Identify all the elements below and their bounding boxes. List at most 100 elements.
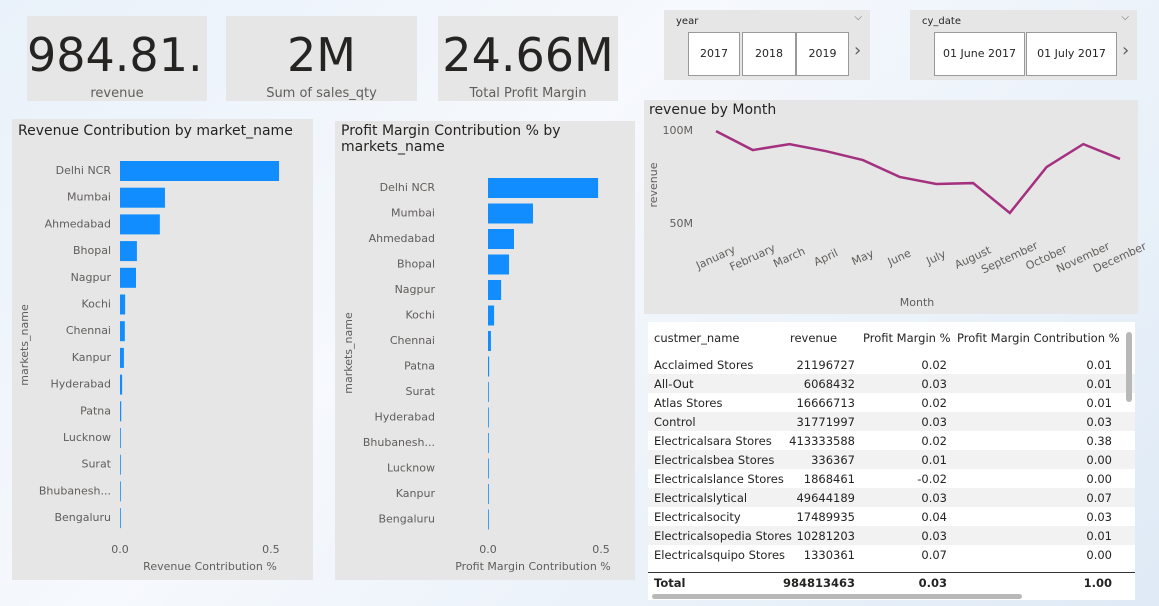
y-tick-label: Chennai: [66, 324, 111, 337]
y-tick-label: 100M: [663, 124, 694, 137]
total-cell: 0.03: [918, 576, 947, 590]
total-cell: 984813463: [782, 576, 855, 590]
x-axis-label: Revenue Contribution %: [143, 560, 277, 573]
bar: [120, 321, 125, 342]
bar: [488, 433, 489, 453]
table-cell: Electricalsopedia Stores: [654, 529, 792, 543]
x-tick-label: March: [771, 245, 807, 271]
total-row-bg: [648, 572, 1135, 592]
y-tick-label: Bhopal: [73, 244, 111, 257]
scrollbar[interactable]: [1126, 332, 1132, 402]
chart-title: revenue by Month: [649, 102, 777, 118]
x-tick-label: 0.0: [479, 543, 497, 556]
table-cell: Acclaimed Stores: [654, 358, 754, 372]
x-tick-label: 0.0: [111, 543, 129, 556]
slicer-option[interactable]: 2017: [688, 32, 740, 76]
bar: [120, 241, 137, 262]
table-cell: 0.03: [921, 377, 947, 391]
next-arrow[interactable]: ›: [1122, 40, 1130, 61]
y-tick-label: Nagpur: [71, 271, 112, 284]
table-cell: 0.01: [1086, 529, 1112, 543]
bar: [488, 305, 495, 326]
x-axis-label: Profit Margin Contribution %: [455, 560, 611, 573]
y-tick-label: Hyderabad: [375, 411, 436, 424]
table-cell: 16666713: [796, 396, 855, 410]
y-tick-label: Delhi NCR: [56, 164, 112, 177]
y-axis-label: markets_name: [342, 312, 355, 394]
table-cell: 0.04: [921, 510, 947, 524]
table-cell: 0.02: [921, 358, 947, 372]
column-header: revenue: [790, 331, 838, 345]
x-tick-label: July: [924, 247, 949, 268]
y-axis-label: markets_name: [18, 304, 31, 386]
table-cell: 1330361: [803, 548, 855, 562]
bar: [120, 401, 122, 422]
y-tick-label: Ahmedabad: [45, 217, 111, 230]
table-cell: 17489935: [796, 510, 855, 524]
x-tick-label: 0.5: [592, 543, 610, 556]
bar: [488, 407, 489, 428]
table-cell: 413333588: [789, 434, 855, 448]
y-tick-label: Kochi: [406, 309, 435, 322]
table-cell: 0.02: [921, 396, 947, 410]
slicer: cy_date ⌵ 01 June 2017 01 July 2017 ›: [910, 10, 1137, 80]
y-tick-label: Bhopal: [397, 258, 435, 271]
y-tick-label: Lucknow: [63, 431, 111, 444]
bar: [120, 374, 123, 395]
slicer-option[interactable]: 2018: [742, 32, 796, 76]
bar: [488, 356, 490, 377]
table-cell: Electricalsbea Stores: [654, 453, 775, 467]
y-tick-label: Bengaluru: [54, 511, 111, 524]
x-tick-label: February: [728, 241, 778, 274]
bar: [120, 294, 126, 315]
table-row-bg: [648, 507, 1135, 526]
table-cell: 1868461: [803, 472, 855, 486]
y-tick-label: Hyderabad: [51, 378, 112, 391]
table-cell: Electricalsquipo Stores: [654, 548, 786, 562]
x-tick-label: June: [885, 246, 913, 268]
slicer-option[interactable]: 01 July 2017: [1026, 32, 1117, 76]
table-cell: 10281203: [796, 529, 855, 543]
table-cell: 0.02: [921, 434, 947, 448]
table-cell: 0.38: [1086, 434, 1112, 448]
slicer-title: year: [676, 16, 699, 27]
table-cell: 0.01: [1086, 358, 1112, 372]
chevron[interactable]: ⌵: [854, 12, 862, 23]
table: custmer_name revenue Profit Margin % Profit…: [648, 322, 1135, 600]
kpi-label: Sum of sales_qty: [266, 86, 377, 101]
y-tick-label: Ahmedabad: [369, 232, 435, 245]
kpi-value: 2M: [287, 28, 356, 82]
bar: [488, 178, 599, 198]
slicer: year ⌵ 2017 2018 2019 ›: [664, 10, 870, 80]
y-tick-label: Patna: [80, 404, 111, 417]
table-row-bg: [648, 393, 1135, 412]
bar: [488, 509, 489, 530]
slicer-option[interactable]: 2019: [796, 32, 849, 76]
table-row-bg: [648, 374, 1135, 393]
kpi-label: revenue: [90, 86, 144, 101]
table-cell: 0.03: [921, 529, 947, 543]
table-header-bg: [648, 322, 1135, 354]
chevron[interactable]: ⌵: [1121, 12, 1129, 23]
bar: [488, 382, 489, 402]
slicer-title: cy_date: [922, 16, 961, 27]
bar: [488, 484, 489, 504]
x-tick-label: 0.5: [262, 543, 280, 556]
table-row-bg: [648, 488, 1135, 507]
slicer-option[interactable]: 01 June 2017: [934, 32, 1025, 76]
table-cell: -0.02: [917, 472, 947, 486]
table-row-bg: [648, 412, 1135, 431]
scrollbar[interactable]: [652, 594, 1022, 599]
bar: [120, 161, 280, 181]
bar: [488, 229, 514, 249]
chart-title: Profit Margin Contribution % by markets_…: [341, 123, 561, 155]
next-arrow[interactable]: ›: [854, 40, 862, 61]
column-header: custmer_name: [654, 331, 740, 345]
table-cell: 6068432: [803, 377, 855, 391]
y-tick-label: Bengaluru: [378, 513, 435, 526]
total-separator: [648, 572, 1135, 573]
x-axis-label: Month: [900, 296, 935, 309]
total-cell: 1.00: [1083, 576, 1112, 590]
table-row-bg: [648, 450, 1135, 469]
